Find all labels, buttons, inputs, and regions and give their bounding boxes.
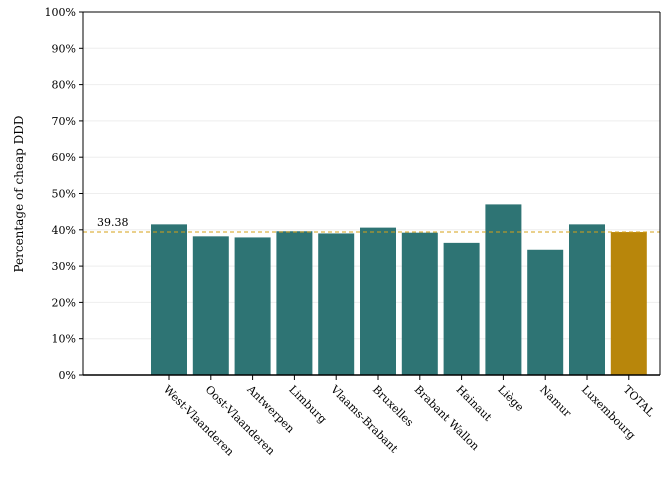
bar-bruxelles bbox=[360, 227, 396, 375]
bar-namur bbox=[527, 249, 564, 375]
y-axis-label: Percentage of cheap DDD bbox=[12, 115, 26, 272]
y-tick-label: 60% bbox=[52, 151, 76, 164]
bar-total bbox=[610, 232, 647, 375]
y-tick-label: 100% bbox=[45, 6, 76, 19]
bar-vlaams-brabant bbox=[318, 233, 355, 375]
bar-hainaut bbox=[443, 242, 480, 375]
y-tick-label: 10% bbox=[52, 333, 76, 346]
reference-line-label: 39.38 bbox=[97, 216, 129, 229]
bars bbox=[151, 204, 647, 375]
y-tick-label: 90% bbox=[52, 42, 76, 55]
y-tick-label: 70% bbox=[52, 115, 76, 128]
bar-li-ge bbox=[485, 204, 522, 375]
y-ticks: 0% 10% 20% 30% 40% 50% 60% 70% 80% 90% 100% bbox=[45, 6, 83, 382]
bar-west-vlaanderen bbox=[151, 224, 187, 375]
y-tick-label: 50% bbox=[52, 188, 76, 201]
y-tick-label: 30% bbox=[52, 260, 76, 273]
bar-antwerpen bbox=[234, 237, 271, 375]
y-tick-label: 20% bbox=[52, 296, 76, 309]
y-tick-label: 0% bbox=[59, 369, 76, 382]
y-tick-label: 80% bbox=[52, 79, 76, 92]
bar-luxembourg bbox=[569, 224, 605, 375]
y-tick-label: 40% bbox=[52, 224, 76, 237]
reference-line-group: 39.38 bbox=[83, 216, 660, 233]
bar-brabant-wallon bbox=[401, 232, 438, 375]
bar-limburg bbox=[276, 231, 313, 375]
bar-oost-vlaanderen bbox=[192, 236, 229, 375]
